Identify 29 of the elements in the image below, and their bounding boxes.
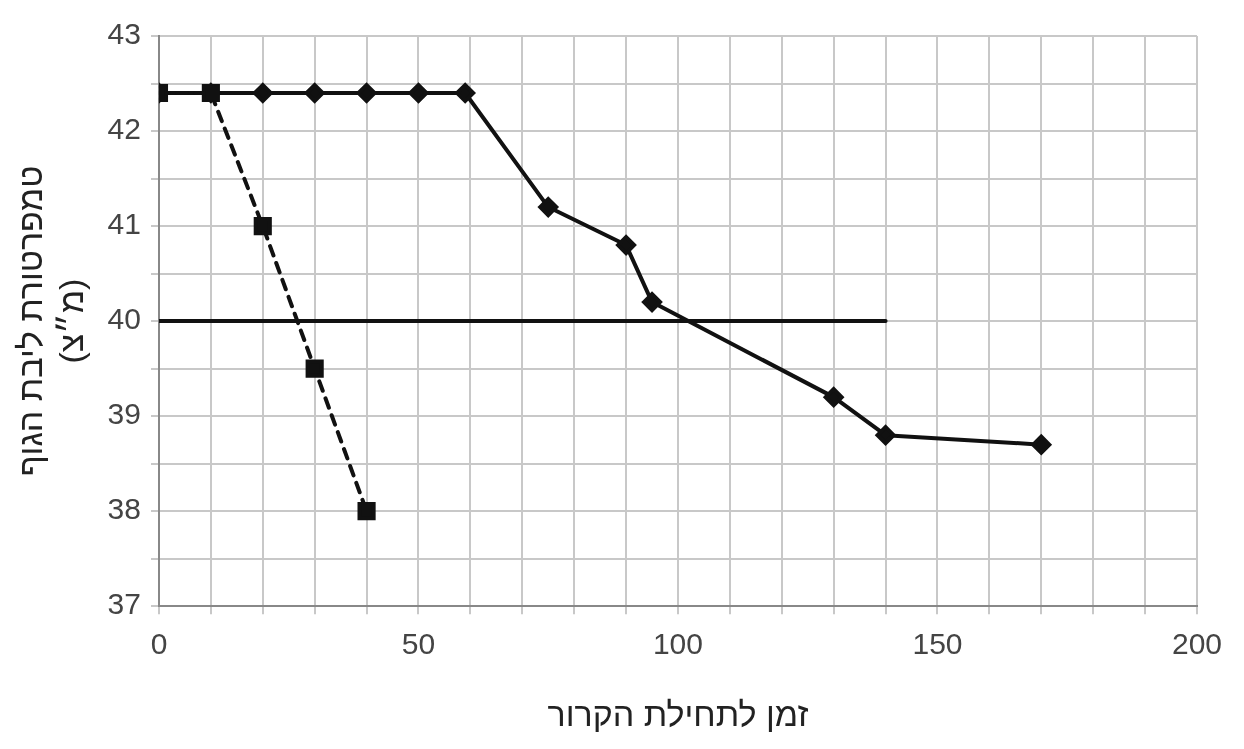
x-tick-label: 200 [1171, 627, 1222, 661]
point [357, 502, 376, 521]
point [304, 83, 325, 104]
y-tick-label: 40 [107, 302, 141, 336]
text: טמפרטורת ליבת הגוף [10, 165, 49, 477]
y-tick-label: 42 [107, 112, 141, 146]
point [356, 83, 377, 104]
x-tick-label: 50 [401, 627, 436, 661]
point [305, 359, 324, 378]
x-tick-label: 150 [912, 627, 963, 661]
point [875, 425, 896, 446]
point [1031, 434, 1052, 455]
x-axis-title: זמן לתחילת הקרור [547, 694, 809, 733]
point [823, 387, 844, 408]
y-tick-label: 38 [107, 492, 141, 526]
point [538, 197, 559, 218]
x-tick-label: 100 [652, 627, 703, 661]
y-tick-label: 41 [107, 207, 141, 241]
y-tick-label: 37 [107, 587, 141, 621]
point [455, 83, 476, 104]
point [252, 83, 273, 104]
point [408, 83, 429, 104]
text: (מ״צ) [51, 278, 90, 364]
y-tick-label: 43 [107, 17, 141, 51]
y-tick-label: 39 [107, 397, 141, 431]
point [616, 235, 637, 256]
point [253, 217, 272, 236]
point [642, 292, 663, 313]
x-tick-label: 0 [150, 627, 168, 661]
